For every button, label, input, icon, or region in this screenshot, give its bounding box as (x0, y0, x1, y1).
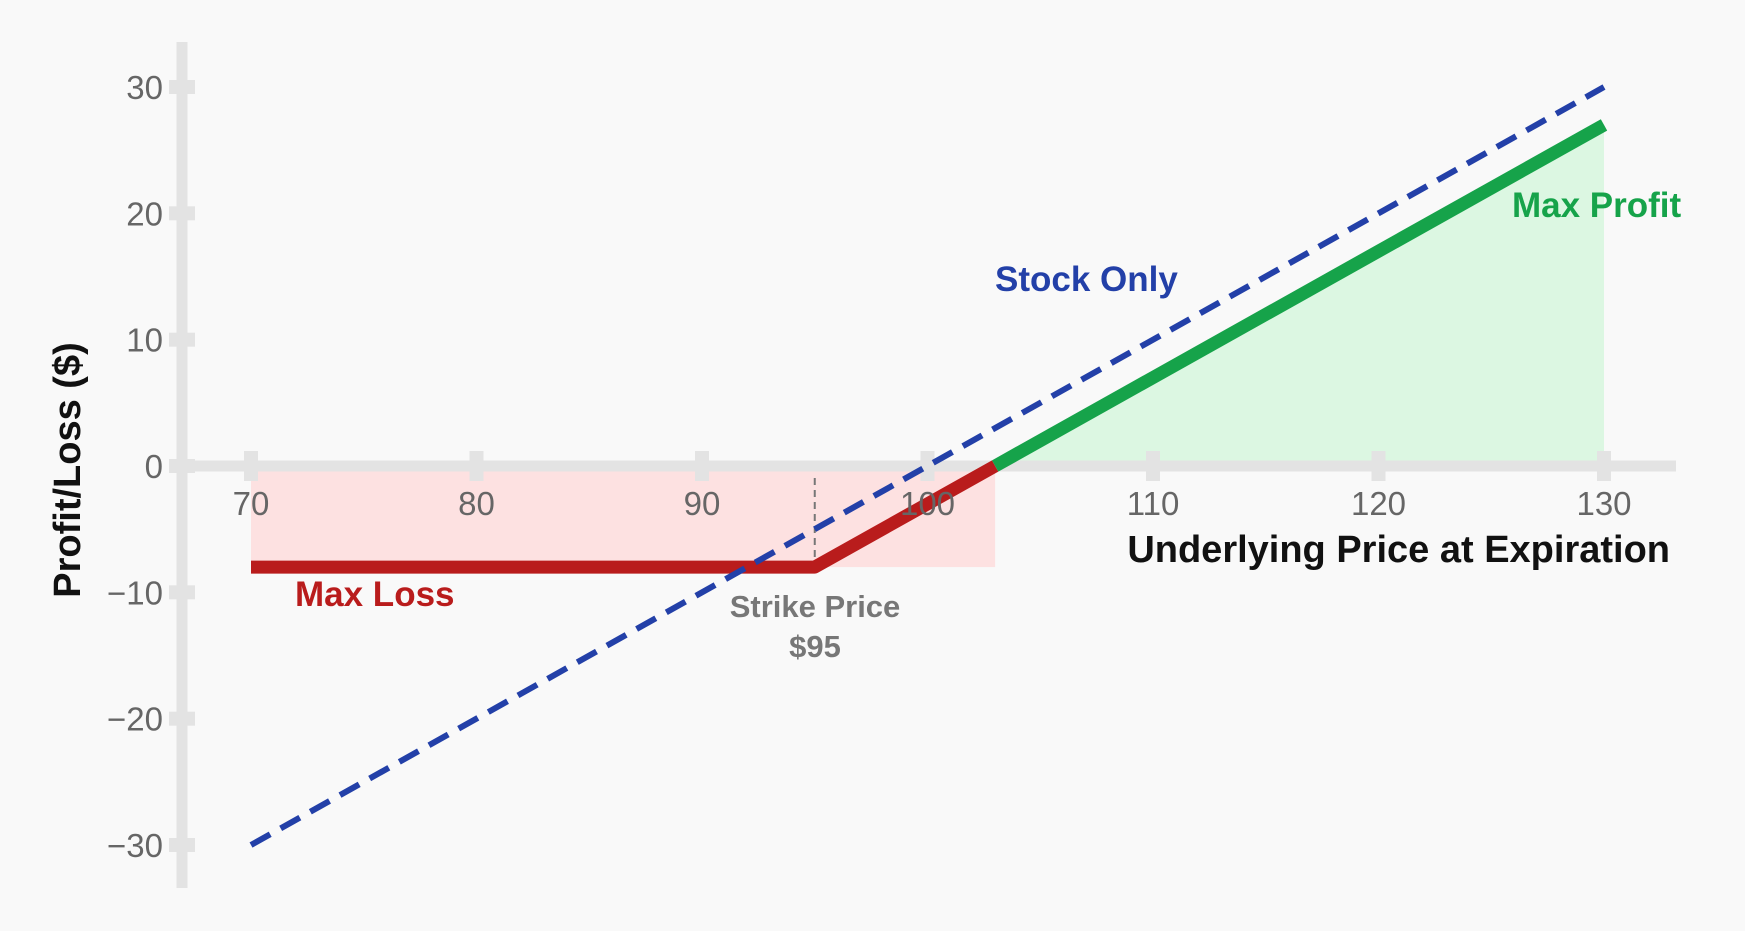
x-tick-label: 130 (1576, 485, 1631, 522)
y-tick-label: 20 (126, 195, 163, 232)
x-tick-label: 120 (1351, 485, 1406, 522)
stock-only-line (249, 84, 1606, 848)
stock-only-label: Stock Only (995, 260, 1178, 299)
loss-region (251, 466, 996, 568)
y-tick-mark (169, 206, 195, 221)
y-tick-mark (169, 711, 195, 726)
x-tick-label: 90 (684, 485, 721, 522)
y-tick-label: 0 (145, 448, 163, 485)
x-tick-mark (244, 451, 258, 481)
y-tick-label: 10 (126, 322, 163, 359)
strike-price-label: Strike Price (730, 589, 901, 624)
y-tick-mark (169, 459, 195, 473)
x-tick-label: 100 (900, 485, 955, 522)
y-tick-label: −20 (107, 701, 163, 738)
y-tick-mark (169, 80, 195, 94)
x-tick-mark (1146, 451, 1160, 481)
x-tick-mark (469, 451, 484, 481)
max-profit-label: Max Profit (1512, 186, 1682, 225)
x-tick-mark (920, 451, 935, 481)
y-tick-mark (169, 332, 195, 347)
axes (169, 42, 1676, 888)
x-tick-label: 80 (458, 485, 495, 522)
x-tick-label: 70 (233, 485, 270, 522)
y-tick-label: −10 (107, 574, 163, 611)
series-lines (249, 84, 1608, 848)
x-axis-title: Underlying Price at Expiration (1127, 529, 1670, 571)
x-tick-label: 110 (1127, 485, 1180, 522)
y-tick-mark (169, 585, 195, 600)
payoff-loss-line (251, 460, 999, 574)
y-tick-mark (169, 838, 195, 852)
x-tick-mark (1597, 451, 1611, 481)
y-axis-title: Profit/Loss ($) (47, 342, 89, 597)
strike-price-value: $95 (789, 629, 841, 664)
x-tick-mark (695, 451, 709, 481)
y-tick-label: −30 (107, 827, 163, 864)
y-tick-label: 30 (126, 69, 163, 106)
payoff-profit-line (991, 119, 1608, 472)
max-loss-label: Max Loss (295, 575, 455, 614)
x-tick-mark (1371, 451, 1386, 481)
